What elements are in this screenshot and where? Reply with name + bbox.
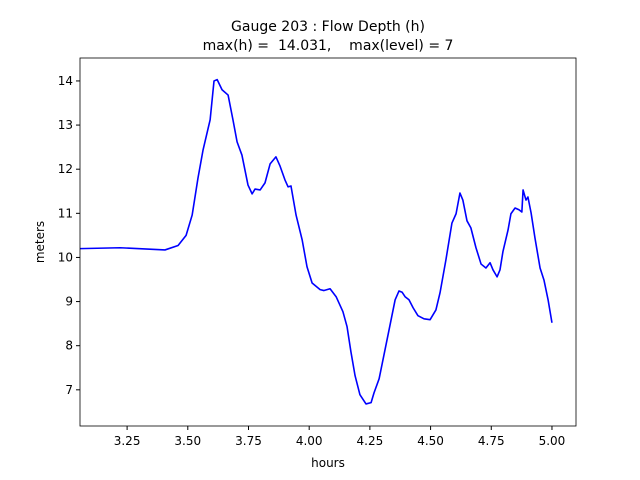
- y-tick-label: 13: [58, 118, 73, 132]
- x-tick-label: 3.25: [114, 434, 141, 448]
- x-tick-label: 3.50: [174, 434, 201, 448]
- x-axis-label: hours: [311, 456, 345, 470]
- y-tick-label: 7: [65, 383, 73, 397]
- chart-title: Gauge 203 : Flow Depth (h): [231, 19, 425, 35]
- y-tick-label: 14: [58, 74, 73, 88]
- y-tick-label: 12: [58, 162, 73, 176]
- y-tick-label: 11: [58, 206, 73, 220]
- y-axis-label: meters: [33, 221, 47, 263]
- x-tick-label: 4.50: [417, 434, 444, 448]
- y-tick-label: 9: [65, 295, 73, 309]
- y-tick-label: 8: [65, 339, 73, 353]
- x-tick-label: 3.75: [235, 434, 262, 448]
- x-tick-label: 4.75: [478, 434, 505, 448]
- plot-frame: [79, 57, 577, 427]
- x-tick-label: 4.00: [296, 434, 323, 448]
- y-tick-label: 10: [58, 250, 73, 264]
- chart-subtitle: max(h) = 14.031, max(level) = 7: [203, 38, 454, 54]
- x-tick-label: 4.25: [357, 434, 384, 448]
- data-line: [79, 78, 553, 405]
- x-tick-label: 5.00: [539, 434, 566, 448]
